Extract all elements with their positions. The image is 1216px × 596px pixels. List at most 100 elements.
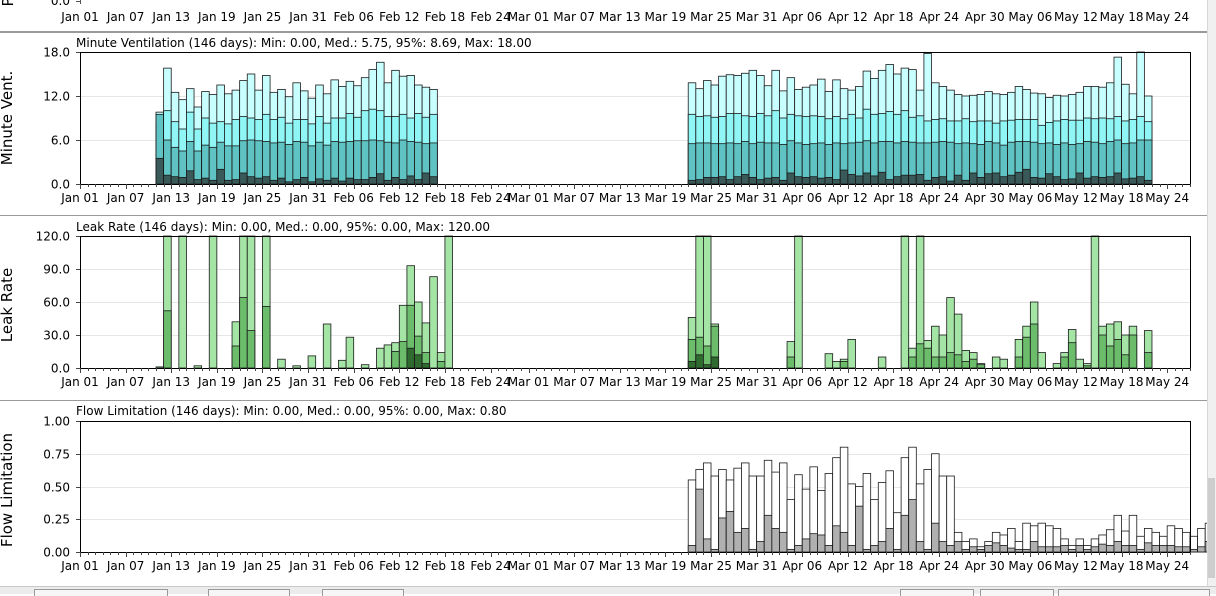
bar <box>900 174 910 185</box>
x-tick-labels: Jan 01 Jan 07 Jan 13 Jan 19 Jan 25 Jan 31 Feb … <box>60 10 1189 24</box>
bar <box>1128 545 1138 553</box>
x-tick-label: Feb 18 <box>425 10 465 24</box>
bar <box>794 235 803 369</box>
bar <box>809 176 818 185</box>
bar-series <box>155 235 1153 369</box>
bar <box>687 360 697 369</box>
bar <box>771 528 780 553</box>
bar <box>353 179 362 185</box>
x-tick-label: Apr 12 <box>828 559 868 573</box>
bar <box>398 341 408 369</box>
bar <box>1098 176 1107 185</box>
bar <box>1022 168 1031 185</box>
chart-title: Flow Limitation (146 days): Min: 0.00, M… <box>76 404 507 418</box>
bar <box>444 235 453 369</box>
bar <box>163 310 172 369</box>
x-tick-label: Jan 25 <box>243 559 282 573</box>
x-tick-label: Jan 19 <box>197 559 236 573</box>
bar <box>1098 543 1107 553</box>
bar <box>1052 176 1062 185</box>
bar <box>398 179 408 185</box>
bar <box>208 146 218 185</box>
bar <box>1113 541 1122 553</box>
y-tick-label: 0.75 <box>43 448 70 462</box>
y-tick-label: 60.0 <box>43 296 70 310</box>
bar <box>877 171 887 185</box>
bar <box>1083 548 1092 553</box>
x-tick-label: Feb 24 <box>470 559 510 573</box>
x-tick-label: Mar 19 <box>645 375 687 389</box>
x-tick-label: May 18 <box>1100 375 1144 389</box>
bar <box>801 538 811 553</box>
x-tick-label: Apr 30 <box>965 559 1005 573</box>
bar <box>786 356 796 369</box>
x-tick-label: Apr 06 <box>782 375 822 389</box>
vertical-scrollbar[interactable] <box>1207 0 1216 586</box>
bar <box>1060 179 1069 185</box>
bar <box>862 172 872 185</box>
bar <box>1067 548 1077 553</box>
bar <box>779 531 788 553</box>
bar <box>216 168 225 185</box>
bar <box>1060 142 1069 185</box>
x-tick-label: Apr 30 <box>965 10 1005 24</box>
y-tick-label: 30.0 <box>43 329 70 343</box>
bar <box>976 364 986 369</box>
bar <box>991 172 1001 185</box>
x-tick-label: Mar 31 <box>736 191 778 205</box>
bar <box>1022 548 1031 553</box>
bar <box>741 174 750 185</box>
scrollbar-thumb[interactable] <box>1208 478 1215 578</box>
bar <box>193 365 203 369</box>
bar <box>383 141 393 185</box>
bar <box>1159 545 1168 553</box>
bar <box>345 177 355 185</box>
bar <box>938 475 948 553</box>
x-tick-label: Apr 18 <box>874 375 914 389</box>
bar <box>1022 522 1031 553</box>
bar <box>307 355 317 369</box>
bar <box>186 170 195 185</box>
bar <box>1105 545 1115 553</box>
bar <box>155 157 165 185</box>
bar <box>961 142 970 185</box>
bar <box>1121 178 1130 185</box>
bar <box>1090 546 1100 553</box>
bar <box>1143 542 1153 553</box>
bar <box>809 533 818 553</box>
x-tick-label: Apr 18 <box>874 559 914 573</box>
bar <box>801 176 811 185</box>
bar <box>391 176 400 185</box>
bar <box>1052 546 1062 553</box>
bar <box>908 499 917 553</box>
bar <box>687 479 697 553</box>
bar <box>976 548 986 553</box>
bar <box>756 541 765 553</box>
bar <box>330 141 339 185</box>
bar <box>1007 547 1016 553</box>
bar <box>383 344 393 369</box>
bar <box>839 531 849 553</box>
bar <box>338 359 347 369</box>
bar <box>946 180 955 185</box>
bar <box>284 143 294 185</box>
bar <box>1151 545 1160 553</box>
bar <box>855 175 864 185</box>
bar <box>756 179 765 185</box>
x-tick-label: Apr 06 <box>782 191 822 205</box>
x-tick-label: May 06 <box>1008 191 1052 205</box>
x-tick-label: Jan 01 <box>60 191 99 205</box>
x-tick-label: Jan 31 <box>288 375 327 389</box>
bar <box>429 176 438 185</box>
bar-series <box>155 51 1153 185</box>
bar <box>923 548 932 553</box>
y-tick-label: 18.0 <box>43 46 70 60</box>
x-tick-label: Jan 25 <box>243 10 282 24</box>
bar <box>938 176 948 185</box>
bar <box>239 297 248 369</box>
bar <box>710 475 720 553</box>
bar <box>368 176 377 185</box>
x-tick-labels: Jan 01 Jan 07 Jan 13 Jan 19 Jan 25 Jan 31 Feb … <box>60 552 1191 573</box>
bar <box>946 141 955 185</box>
bar <box>824 353 834 369</box>
